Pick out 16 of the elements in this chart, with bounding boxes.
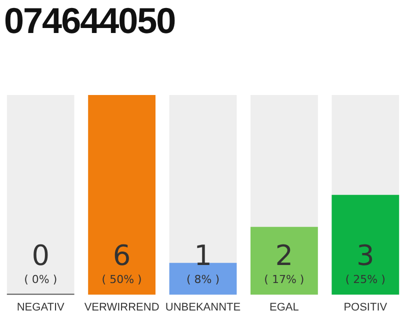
data-label: ( 25% ): [345, 272, 386, 286]
annotation: 0: [32, 238, 50, 272]
annotation: 3: [356, 238, 374, 272]
x-tick-label: POSITIV: [344, 301, 388, 314]
x-tick-label: VERWIRREND: [84, 301, 160, 314]
data-label: ( 0% ): [24, 272, 58, 286]
annotation: 6: [112, 238, 131, 272]
data-label: ( 17% ): [264, 272, 304, 286]
annotation: 2: [275, 238, 294, 272]
x-tick-label: UNBEKANNTE: [165, 301, 241, 314]
x-tick-label: EGAL: [270, 301, 299, 314]
x-tick-label: NEGATIV: [16, 301, 65, 314]
annotation: 1: [194, 238, 212, 272]
chart-title: 074644050: [4, 0, 176, 42]
data-label: ( 8% ): [186, 272, 220, 286]
data-label: ( 50% ): [102, 272, 142, 286]
